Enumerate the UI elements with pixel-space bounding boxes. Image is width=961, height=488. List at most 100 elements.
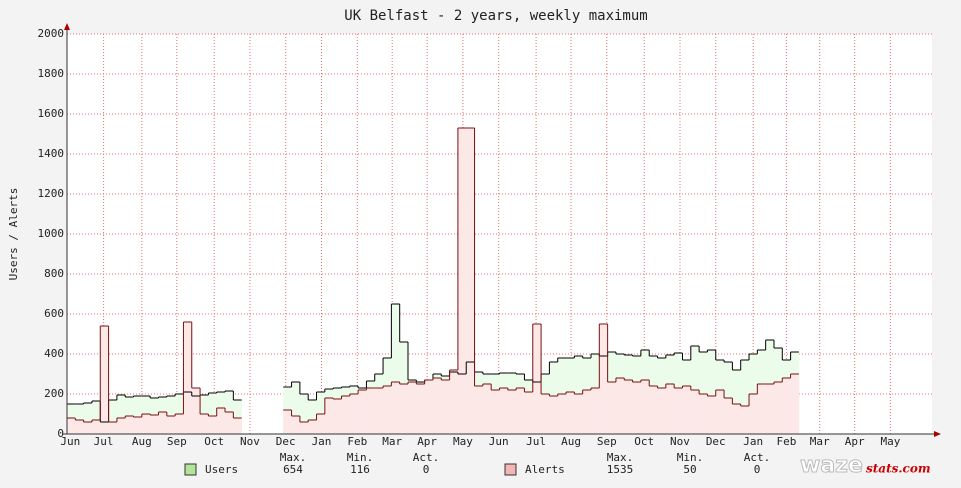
legend-swatch — [184, 463, 197, 476]
x-tick-label: Jan — [743, 435, 763, 448]
area-column — [724, 398, 733, 434]
area-column — [75, 420, 84, 434]
area-column — [283, 410, 292, 434]
area-column — [308, 400, 317, 434]
area-column — [291, 416, 301, 434]
x-tick-label: Sep — [597, 435, 617, 448]
area-column — [640, 380, 650, 434]
area-column — [516, 388, 525, 434]
area-column — [541, 394, 550, 434]
x-tick-label: Jul — [94, 435, 114, 448]
area-column — [200, 414, 209, 434]
x-tick-label: Nov — [240, 435, 260, 448]
area-column — [374, 388, 384, 434]
area-column — [191, 388, 201, 434]
area-column — [100, 326, 109, 434]
x-tick-label: Sep — [167, 435, 187, 448]
y-axis-arrow — [64, 23, 70, 30]
area-column — [549, 396, 559, 434]
area-column — [449, 370, 459, 434]
x-tick-label: Mar — [810, 435, 830, 448]
area-column — [749, 394, 758, 434]
area-column — [715, 390, 725, 434]
area-column — [349, 394, 359, 434]
x-tick-label: May — [880, 435, 900, 448]
y-tick-label: 1400 — [38, 147, 65, 160]
x-tick-label: Mar — [382, 435, 402, 448]
x-tick-label: Oct — [634, 435, 654, 448]
area-column — [316, 392, 326, 434]
area-column — [441, 380, 450, 434]
y-tick-label: 1200 — [38, 187, 65, 200]
area-column — [91, 420, 101, 434]
area-column — [358, 390, 367, 434]
x-tick-label: Feb — [347, 435, 367, 448]
area-column — [624, 380, 633, 434]
area-column — [457, 128, 467, 434]
stat-value: 654 — [283, 463, 303, 476]
area-column — [657, 388, 667, 434]
area-column — [133, 396, 143, 434]
area-column — [499, 388, 509, 434]
area-column — [341, 396, 351, 434]
stat-header: Min. — [677, 451, 704, 464]
y-tick-label: 800 — [44, 267, 64, 280]
x-axis-arrow — [934, 431, 941, 437]
stat-value: 0 — [423, 463, 430, 476]
x-tick-label: Nov — [670, 435, 690, 448]
area-column — [150, 415, 159, 434]
area-column — [532, 324, 542, 434]
area-column — [324, 398, 334, 434]
area-column — [91, 401, 101, 434]
stat-header: Max. — [607, 451, 634, 464]
area-column — [682, 386, 692, 434]
x-tick-label: Oct — [204, 435, 224, 448]
area-column — [391, 382, 400, 434]
stat-header: Min. — [347, 451, 374, 464]
stat-value: 0 — [754, 463, 761, 476]
area-column — [649, 386, 658, 434]
x-tick-label: Jun — [489, 435, 509, 448]
y-tick-label: 2000 — [38, 27, 65, 40]
area-column — [366, 388, 376, 434]
logo-sub: stats.com — [866, 462, 931, 476]
area-column — [116, 395, 126, 434]
x-tick-label: Aug — [132, 435, 152, 448]
area-column — [466, 128, 475, 434]
area-column — [233, 418, 242, 434]
area-column — [383, 386, 392, 434]
area-column — [308, 420, 317, 434]
logo-main: waze — [800, 453, 863, 478]
area-column — [557, 394, 567, 434]
x-tick-label: Apr — [417, 435, 437, 448]
area-column — [432, 378, 442, 434]
area-column — [732, 404, 742, 434]
stat-header: Act. — [744, 451, 771, 464]
area-column — [316, 414, 326, 434]
x-tick-label: Apr — [845, 435, 865, 448]
x-tick-label: Jan — [312, 435, 332, 448]
legend-label: Users — [205, 463, 238, 476]
area-column — [108, 422, 118, 434]
area-column — [83, 403, 93, 434]
y-tick-label: 1800 — [38, 67, 65, 80]
stat-header: Act. — [413, 451, 440, 464]
y-tick-label: 1600 — [38, 107, 65, 120]
area-column — [158, 412, 168, 434]
area-column — [183, 322, 193, 434]
area-column — [582, 390, 592, 434]
area-column — [699, 352, 708, 434]
area-column — [333, 399, 342, 434]
area-column — [599, 324, 608, 434]
area-column — [690, 390, 700, 434]
area-column — [233, 400, 242, 434]
area-column — [225, 412, 234, 434]
area-column — [665, 384, 675, 434]
area-column — [566, 392, 575, 434]
legend-swatch — [504, 463, 517, 476]
area-column — [291, 382, 301, 434]
area-column — [790, 374, 800, 434]
area-column — [208, 393, 218, 434]
